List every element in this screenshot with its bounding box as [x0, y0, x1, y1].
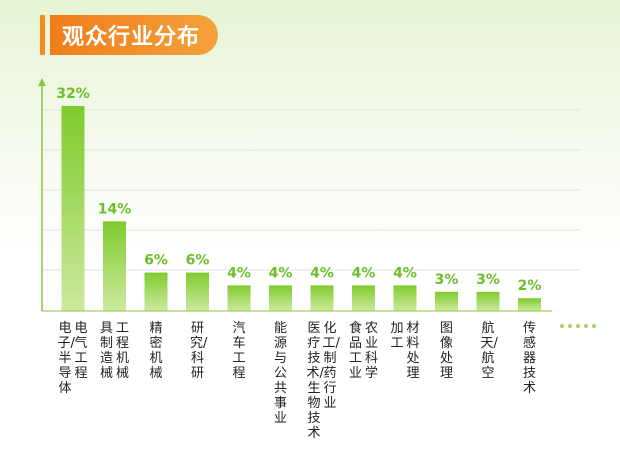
value-label: 4%	[269, 265, 293, 281]
bar	[393, 285, 417, 311]
category-label-text: 汽车工程	[232, 321, 246, 381]
value-label: 4%	[352, 265, 376, 281]
value-label: 6%	[144, 253, 168, 269]
category-label-text: 精密机械	[149, 321, 163, 381]
category-label: 图像处理	[429, 321, 465, 381]
more-dot	[568, 324, 572, 328]
bar	[435, 291, 458, 311]
bar	[476, 291, 500, 311]
category-label-text: 传感器技术	[522, 321, 536, 396]
category-label-text: 图像处理	[439, 321, 453, 381]
category-label: 材料处理 加工	[387, 321, 423, 381]
category-label: 传感器技术	[512, 321, 548, 396]
category-label: 工程机械 具制造械	[97, 321, 133, 381]
category-label: 研究/科研	[180, 321, 216, 381]
bar	[61, 106, 85, 311]
category-label: 电气工程 电子/半导体	[55, 321, 91, 396]
title-accent-bar	[40, 15, 45, 55]
category-label-text: 化工/制药行业	[322, 321, 340, 411]
bar	[103, 221, 126, 311]
bar	[310, 285, 334, 311]
category-label: 航天/航空	[470, 321, 506, 381]
category-label-text: 具制造械	[99, 321, 113, 381]
bar	[352, 285, 375, 311]
value-label: 14%	[98, 201, 132, 217]
value-label: 6%	[186, 253, 210, 269]
chart-title-text: 观众行业分布	[50, 15, 219, 55]
category-label-text: 电气工程	[74, 321, 88, 381]
category-label-text: 加工	[390, 321, 404, 351]
bar	[518, 298, 541, 311]
category-label-text: 食品工业	[348, 321, 362, 381]
y-axis-arrow	[38, 78, 46, 86]
category-label: 汽车工程	[221, 321, 257, 381]
value-label: 3%	[476, 272, 500, 288]
category-label-text: 医疗技术/生物技术	[306, 321, 324, 441]
category-label-text: 能源与公共事业	[273, 321, 287, 426]
value-label: 32%	[56, 86, 90, 102]
category-label: 能源与公共事业	[263, 321, 299, 426]
category-label: 化工/制药行业 医疗技术/生物技术	[304, 321, 340, 441]
more-indicator	[560, 324, 596, 328]
value-label: 4%	[227, 265, 251, 281]
bar	[144, 272, 168, 311]
chart-title: 观众行业分布	[40, 15, 219, 55]
more-dot	[584, 324, 588, 328]
bar	[227, 285, 251, 311]
bar	[269, 285, 292, 311]
more-dot	[592, 324, 596, 328]
category-label-text: 电子/半导体	[57, 321, 75, 396]
category-label: 精密机械	[138, 321, 174, 381]
category-label-text: 农业科学	[364, 321, 378, 381]
value-label: 4%	[310, 265, 334, 281]
category-label-text: 航天/航空	[480, 321, 498, 381]
value-label: 4%	[393, 265, 417, 281]
category-label-text: 工程机械	[115, 321, 129, 381]
more-dot	[560, 324, 564, 328]
category-label-text: 材料处理	[406, 321, 420, 381]
value-label: 2%	[518, 278, 542, 294]
more-dot	[576, 324, 580, 328]
category-label-text: 研究/科研	[190, 321, 208, 381]
value-label: 3%	[435, 272, 459, 288]
category-label: 农业科学 食品工业	[346, 321, 382, 381]
bar	[186, 272, 209, 311]
